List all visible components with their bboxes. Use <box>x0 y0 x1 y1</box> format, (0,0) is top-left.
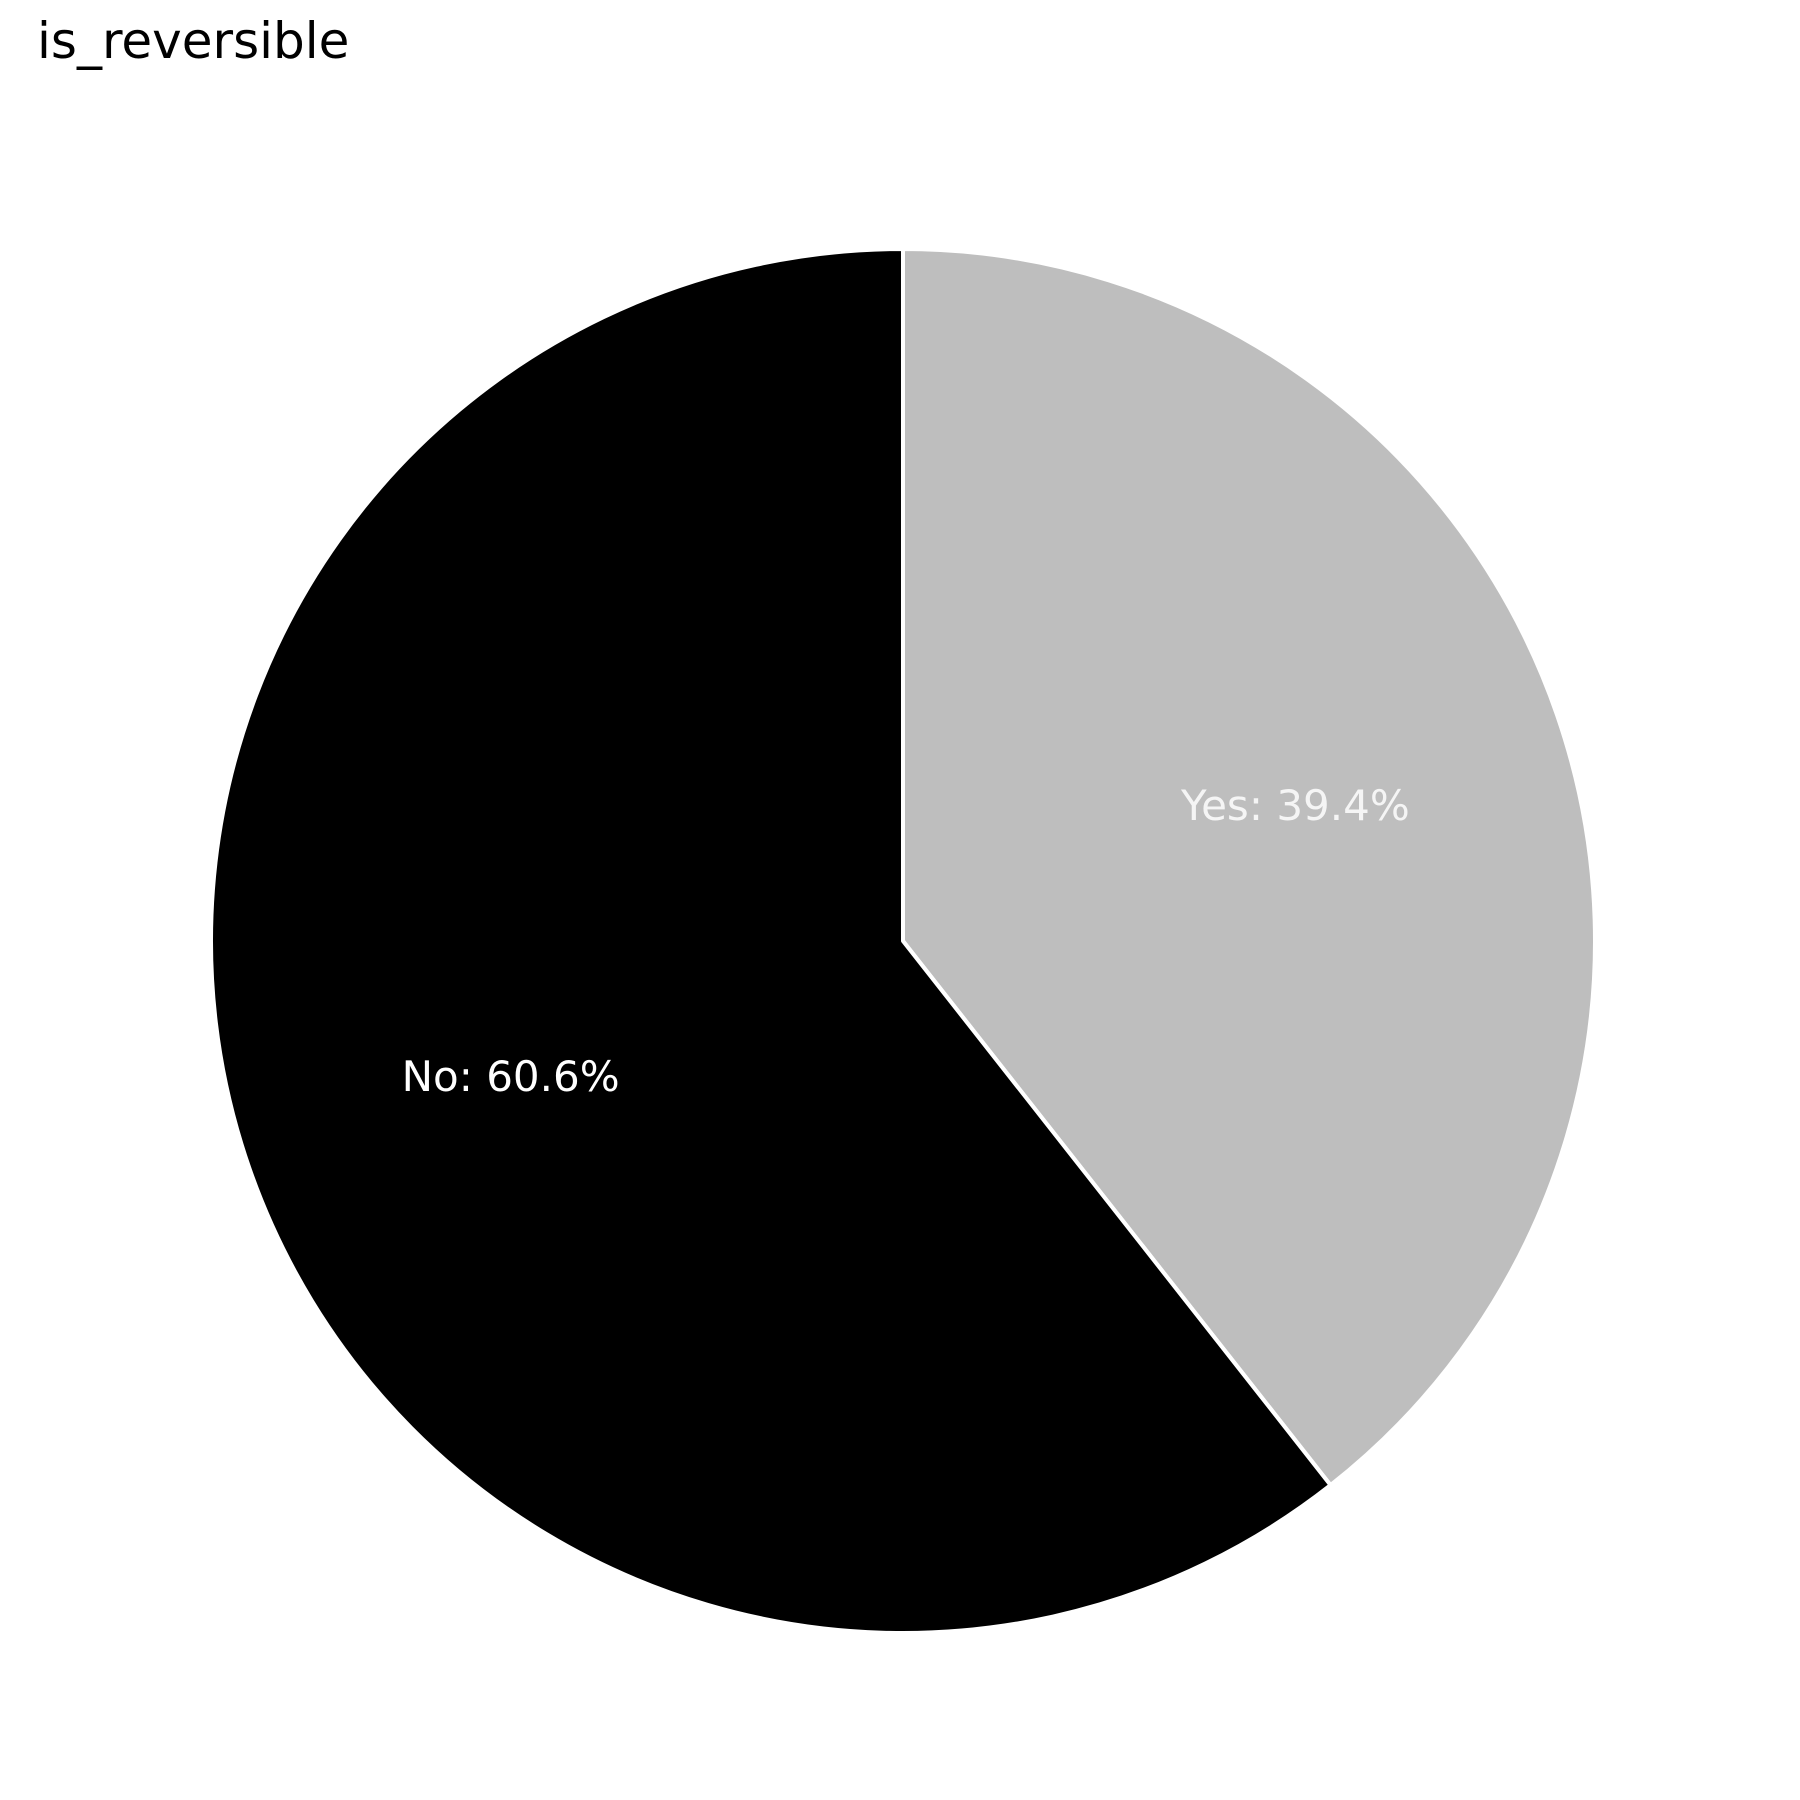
pie-slice-no <box>209 247 1333 1635</box>
slice-label-no: No: 60.6% <box>402 1052 620 1101</box>
pie-labels: Yes: 39.4% No: 60.6% <box>402 781 1410 1101</box>
pie-slices <box>209 247 1597 1635</box>
chart-title: is_reversible <box>37 12 350 70</box>
slice-label-yes: Yes: 39.4% <box>1180 781 1410 830</box>
pie-slice-yes <box>901 247 1597 1488</box>
